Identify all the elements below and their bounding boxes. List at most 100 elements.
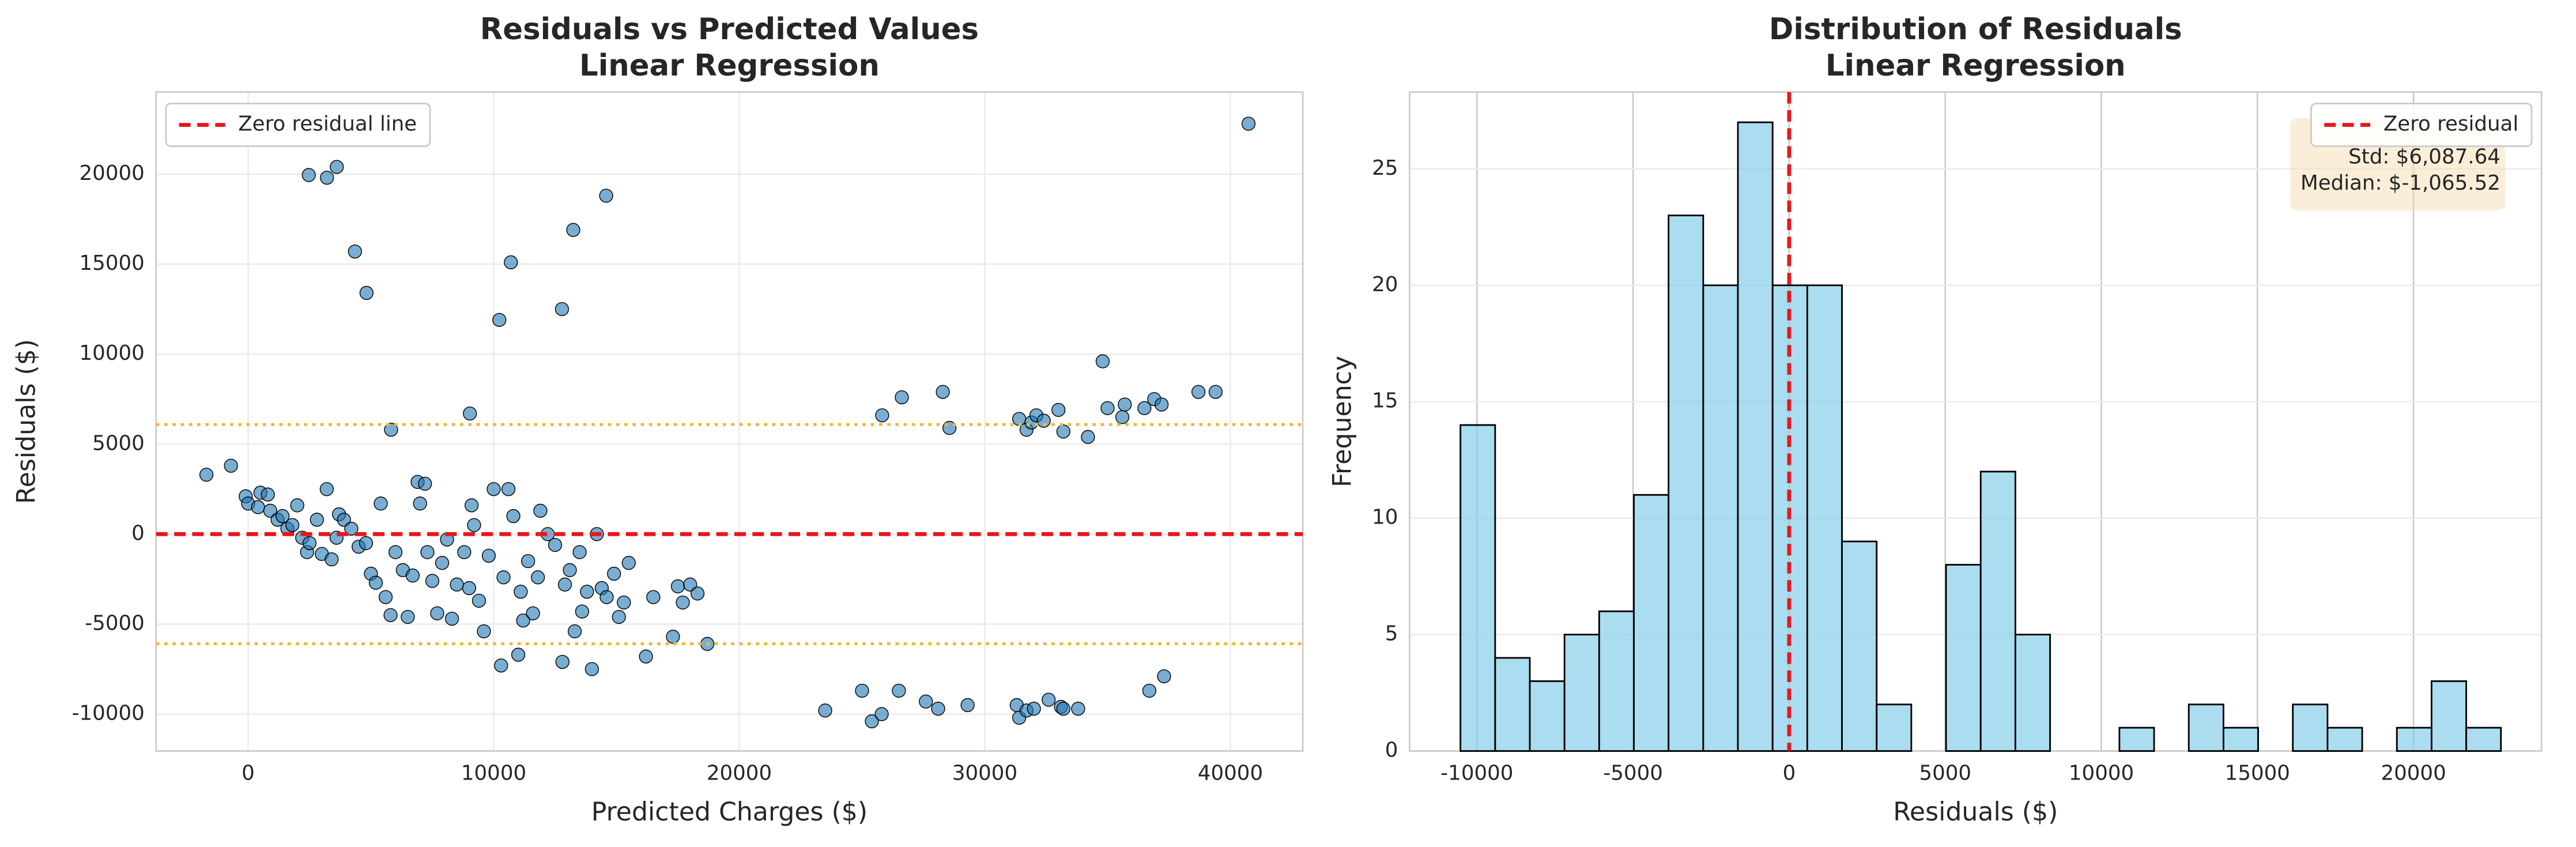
scatter-point: [683, 577, 697, 592]
scatter-point: [1051, 402, 1066, 417]
scatter-point: [670, 579, 685, 593]
scatter-point: [344, 521, 359, 536]
scatter-point: [936, 385, 950, 399]
scatter-point: [621, 556, 636, 570]
scatter-point: [892, 683, 906, 698]
legend: Zero residual line: [165, 103, 431, 148]
y-tick-label: 5: [1385, 622, 1398, 646]
scatter-point: [413, 496, 427, 511]
y-tick-label: 20000: [80, 161, 145, 185]
scatter-point: [516, 613, 530, 628]
scatter-point: [1071, 702, 1085, 716]
scatter-point: [359, 285, 374, 300]
scatter-point: [526, 606, 540, 620]
x-tick-label: 0: [242, 761, 255, 785]
scatter-point: [472, 593, 486, 608]
scatter-point: [368, 575, 383, 590]
scatter-point: [337, 513, 351, 527]
histogram-bar: [2187, 703, 2224, 752]
scatter-point: [330, 160, 344, 174]
scatter-point: [290, 498, 304, 513]
scatter-point: [501, 482, 516, 496]
scatter-point: [463, 406, 477, 421]
y-tick-label: 15: [1372, 389, 1398, 413]
scatter-point: [514, 585, 528, 599]
legend-box: [165, 103, 431, 148]
scatter-point: [486, 482, 501, 496]
scatter-point: [639, 649, 653, 664]
scatter-point: [276, 509, 290, 524]
scatter-point: [1095, 354, 1110, 368]
scatter-point: [1137, 401, 1152, 415]
scatter-point: [430, 606, 444, 620]
scatter-point: [302, 536, 317, 551]
legend-label: Zero residual line: [238, 112, 417, 136]
scatter-point: [444, 611, 459, 626]
legend: Zero residual: [2310, 103, 2533, 148]
scatter-point: [320, 171, 334, 185]
x-tick-label: 10000: [2069, 761, 2134, 785]
scatter-point: [584, 662, 599, 676]
x-tick-label: -5000: [1603, 761, 1662, 785]
scatter-point: [1056, 702, 1070, 716]
histogram-bar: [1702, 284, 1739, 752]
scatter-point: [617, 595, 631, 610]
histogram-bar: [1876, 703, 1913, 752]
scatter-point: [378, 590, 393, 604]
scatter-point: [310, 513, 324, 527]
x-tick-label: 40000: [1198, 761, 1263, 785]
legend-box: [2310, 103, 2533, 148]
scatter-point: [931, 702, 945, 716]
scatter-point: [405, 569, 420, 583]
scatter-point: [555, 302, 569, 317]
histogram-bar: [2292, 703, 2329, 752]
scatter-point: [199, 468, 214, 482]
histogram-bar: [1806, 284, 1843, 752]
y-tick-label: -10000: [72, 702, 145, 725]
scatter-point: [676, 595, 690, 610]
scatter-point: [496, 570, 511, 585]
x-axis-label: Residuals ($): [1893, 797, 2058, 827]
scatter-point: [435, 556, 450, 570]
y-tick-label: 10: [1372, 506, 1398, 529]
y-axis-label: Frequency: [1327, 356, 1357, 487]
scatter-point: [960, 698, 975, 713]
stats-text: Std: $6,087.64: [2348, 145, 2500, 169]
histogram-bar: [2465, 726, 2502, 752]
x-tick-label: 20000: [2381, 761, 2446, 785]
scatter-point: [401, 609, 415, 624]
legend-label: Zero residual: [2383, 112, 2518, 136]
scatter-point: [1115, 410, 1130, 424]
y-tick-label: 0: [1385, 739, 1398, 762]
x-tick-label: 20000: [707, 761, 772, 785]
scatter-point: [874, 707, 889, 721]
scatter-point: [477, 624, 491, 639]
chart-subtitle: Linear Regression: [1826, 48, 2126, 83]
scatter-point: [285, 518, 300, 532]
scatter-point: [359, 536, 374, 551]
x-tick-label: 15000: [2225, 761, 2290, 785]
scatter-point: [224, 458, 238, 473]
scatter-point: [384, 423, 398, 437]
scatter-point: [481, 548, 496, 563]
scatter-point: [1142, 683, 1157, 698]
scatter-point: [533, 503, 548, 518]
scatter-point: [895, 390, 909, 405]
scatter-point: [919, 694, 933, 709]
histogram-bar: [1979, 470, 2016, 752]
scatter-point: [666, 630, 680, 644]
scatter-point: [457, 545, 472, 559]
y-tick-label: 15000: [80, 251, 145, 275]
histogram-bar: [1945, 564, 1982, 752]
histogram-bar: [2118, 726, 2155, 752]
scatter-point: [1036, 413, 1051, 428]
scatter-point: [467, 518, 481, 532]
scatter-point: [865, 714, 879, 729]
x-axis-label: Predicted Charges ($): [591, 797, 868, 827]
scatter-point: [506, 509, 521, 524]
scatter-point: [531, 570, 545, 585]
histogram-bar: [2326, 726, 2363, 752]
scatter-point: [511, 648, 526, 662]
